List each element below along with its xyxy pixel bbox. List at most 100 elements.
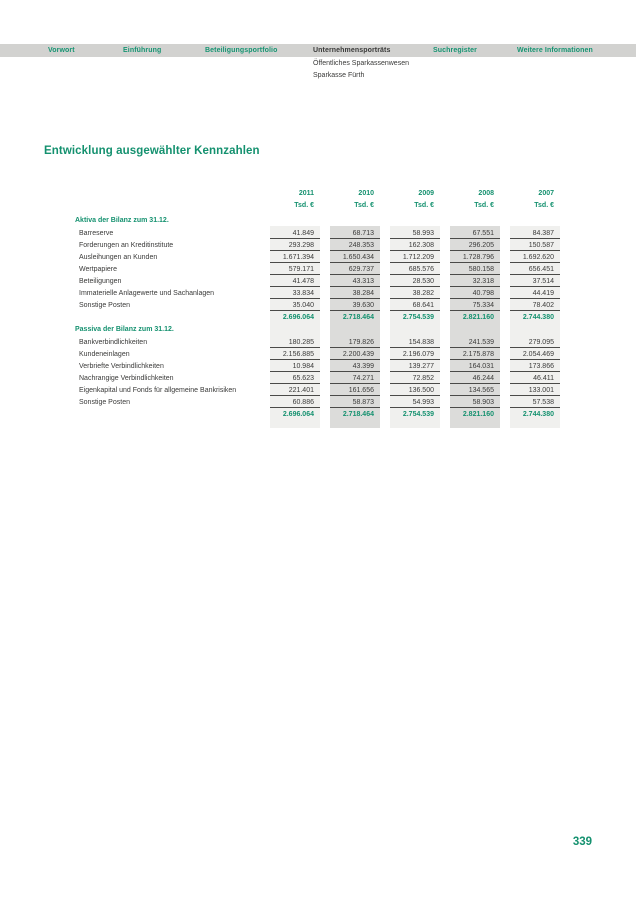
value-cell-2007: 133.001: [510, 384, 560, 396]
row-label: Sonstige Posten: [79, 302, 130, 309]
year-header-2008: 2008: [478, 190, 494, 197]
table-row-sonstige-posten: Sonstige Posten 35.040 39.630 68.641 75.334 7…: [0, 299, 636, 311]
value-cell-2010: 161.656: [330, 384, 380, 396]
unit-label: Tsd. €: [534, 202, 554, 209]
value-cell-2011: 41.478: [270, 275, 320, 287]
table-row-kundeneinlagen: Kundeneinlagen 2.156.885 2.200.439 2.196.07…: [0, 348, 636, 360]
value-cell-2011: 180.285: [270, 336, 320, 348]
table-row-beteiligungen: Beteiligungen 41.478 43.313 28.530 32.318 37.…: [0, 275, 636, 287]
value-cell-2009: 136.500: [390, 384, 440, 396]
value-cell-2010: 58.873: [330, 396, 380, 408]
breadcrumb-sparkasse-furth: Sparkasse Fürth: [313, 72, 365, 79]
nav-item-vorwort[interactable]: Vorwort: [48, 47, 75, 54]
value-cell-2010: 43.313: [330, 275, 380, 287]
top-navigation-band: [0, 44, 636, 57]
year-header-2010: 2010: [358, 190, 374, 197]
value-cell-2011: 221.401: [270, 384, 320, 396]
nav-item-suchregister[interactable]: Suchregister: [433, 47, 477, 54]
row-label: Eigenkapital und Fonds für allgemeine Ba…: [79, 387, 237, 394]
value-cell-2008: 296.205: [450, 239, 500, 251]
value-cell-2007: 150.587: [510, 239, 560, 251]
value-cell-2009: 72.852: [390, 372, 440, 384]
value-cell-2011: 1.671.394: [270, 251, 320, 263]
row-label: Ausleihungen an Kunden: [79, 254, 158, 261]
total-cell-2008: 2.821.160: [462, 411, 494, 418]
value-cell-2007: 37.514: [510, 275, 560, 287]
year-header-2009: 2009: [418, 190, 434, 197]
column-stripe-2008: [450, 226, 500, 428]
page-title: Entwicklung ausgewählter Kennzahlen: [44, 145, 260, 157]
value-cell-2009: 1.712.209: [390, 251, 440, 263]
value-cell-2008: 134.565: [450, 384, 500, 396]
table-row-nachrangige-verbindlichkeiten: Nachrangige Verbindlichkeiten 65.623 74.27…: [0, 372, 636, 384]
value-cell-2009: 154.838: [390, 336, 440, 348]
column-stripe-2011: [270, 226, 320, 428]
row-label: Nachrangige Verbindlichkeiten: [79, 375, 174, 382]
value-cell-2007: 84.387: [510, 227, 560, 239]
value-cell-2007: 78.402: [510, 299, 560, 311]
value-cell-2009: 28.530: [390, 275, 440, 287]
table-row-sonstige-posten: Sonstige Posten 60.886 58.873 54.993 58.903 5…: [0, 396, 636, 408]
value-cell-2007: 1.692.620: [510, 251, 560, 263]
year-header-2007: 2007: [538, 190, 554, 197]
table-row-eigenkapital-und-fonds-fur-allgemeine-bankrisiken: Eigenkapital und Fonds für allgemeine Ba…: [0, 384, 636, 396]
value-cell-2010: 39.630: [330, 299, 380, 311]
value-cell-2011: 60.886: [270, 396, 320, 408]
value-cell-2008: 241.539: [450, 336, 500, 348]
value-cell-2009: 58.993: [390, 227, 440, 239]
value-cell-2008: 1.728.796: [450, 251, 500, 263]
value-cell-2011: 10.984: [270, 360, 320, 372]
total-row-aktiva: 2.696.064 2.718.464 2.754.539 2.821.160 2.74…: [0, 311, 636, 323]
total-cell-2011: 2.696.064: [282, 314, 314, 321]
value-cell-2007: 57.538: [510, 396, 560, 408]
value-cell-2010: 68.713: [330, 227, 380, 239]
nav-item-weitere-informationen[interactable]: Weitere Informationen: [517, 47, 593, 54]
row-label: Beteiligungen: [79, 278, 122, 285]
total-cell-2011: 2.696.064: [282, 411, 314, 418]
value-cell-2007: 279.095: [510, 336, 560, 348]
value-cell-2010: 74.271: [330, 372, 380, 384]
value-cell-2010: 248.353: [330, 239, 380, 251]
row-label: Forderungen an Kreditinstitute: [79, 242, 174, 249]
value-cell-2010: 43.399: [330, 360, 380, 372]
value-cell-2008: 164.031: [450, 360, 500, 372]
value-cell-2011: 65.623: [270, 372, 320, 384]
value-cell-2011: 2.156.885: [270, 348, 320, 360]
value-cell-2011: 579.171: [270, 263, 320, 275]
value-cell-2010: 179.826: [330, 336, 380, 348]
value-cell-2007: 656.451: [510, 263, 560, 275]
value-cell-2009: 68.641: [390, 299, 440, 311]
value-cell-2011: 293.298: [270, 239, 320, 251]
total-cell-2010: 2.718.464: [342, 314, 374, 321]
row-label: Wertpapiere: [79, 266, 118, 273]
table-row-barreserve: Barreserve 41.849 68.713 58.993 67.551 84.387: [0, 227, 636, 239]
total-cell-2007: 2.744.380: [522, 411, 554, 418]
unit-label: Tsd. €: [474, 202, 494, 209]
nav-item-unternehmensportrats[interactable]: Unternehmensporträts: [313, 47, 391, 54]
value-cell-2009: 139.277: [390, 360, 440, 372]
table-row-bankverbindlichkeiten: Bankverbindlichkeiten 180.285 179.826 154.8…: [0, 336, 636, 348]
total-row-passiva: 2.696.064 2.718.464 2.754.539 2.821.160 2.74…: [0, 408, 636, 420]
value-cell-2007: 46.411: [510, 372, 560, 384]
table-row-immaterielle-anlagewerte-und-sachanlagen: Immaterielle Anlagewerte und Sachanlagen…: [0, 287, 636, 299]
nav-item-beteiligungsportfolio[interactable]: Beteiligungsportfolio: [205, 47, 278, 54]
value-cell-2011: 33.834: [270, 287, 320, 299]
value-cell-2011: 41.849: [270, 227, 320, 239]
column-stripe-2009: [390, 226, 440, 428]
value-cell-2009: 685.576: [390, 263, 440, 275]
row-label: Kundeneinlagen: [79, 351, 130, 358]
column-stripe-2007: [510, 226, 560, 428]
value-cell-2008: 75.334: [450, 299, 500, 311]
value-cell-2009: 162.308: [390, 239, 440, 251]
nav-item-einfuhrung[interactable]: Einführung: [123, 47, 162, 54]
total-cell-2009: 2.754.539: [402, 314, 434, 321]
page-number: 339: [572, 836, 592, 848]
value-cell-2008: 46.244: [450, 372, 500, 384]
value-cell-2010: 2.200.439: [330, 348, 380, 360]
total-cell-2008: 2.821.160: [462, 314, 494, 321]
section-header-passiva-der-bilanz-zum-31-12: Passiva der Bilanz zum 31.12.: [75, 326, 174, 333]
row-label: Bankverbindlichkeiten: [79, 339, 148, 346]
section-header-aktiva-der-bilanz-zum-31-12: Aktiva der Bilanz zum 31.12.: [75, 217, 169, 224]
value-cell-2008: 2.175.878: [450, 348, 500, 360]
